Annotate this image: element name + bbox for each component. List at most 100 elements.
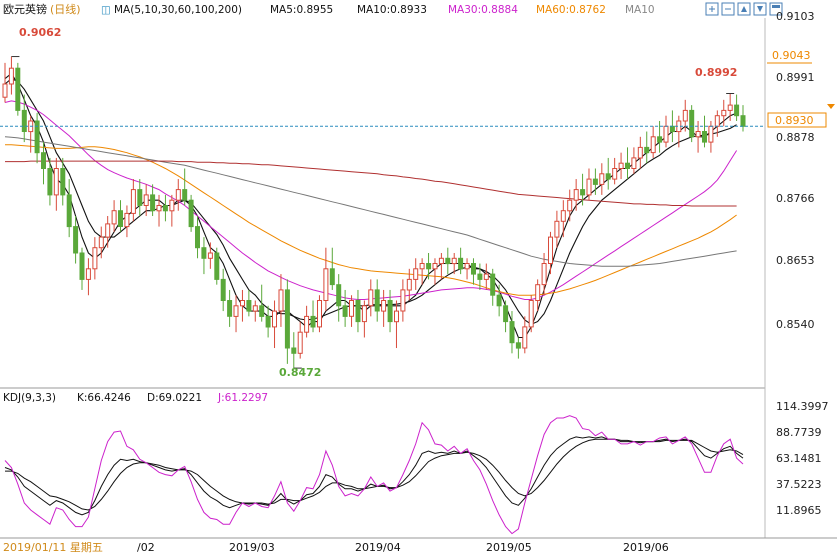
candle-body bbox=[496, 294, 502, 307]
candle-body bbox=[214, 252, 220, 280]
candle bbox=[708, 120, 714, 153]
kdj-lines bbox=[4, 415, 744, 535]
candle-body bbox=[605, 173, 611, 180]
candle-body bbox=[252, 305, 258, 312]
candle bbox=[471, 258, 476, 285]
candle-body bbox=[413, 268, 419, 280]
candle-body bbox=[631, 157, 637, 169]
candle-body bbox=[727, 104, 733, 111]
candle bbox=[169, 194, 175, 227]
candle-body bbox=[60, 168, 66, 196]
candle bbox=[419, 258, 425, 285]
candle bbox=[53, 157, 59, 211]
candle-body bbox=[387, 300, 393, 323]
candle-body bbox=[714, 115, 720, 127]
kdj-axis: 114.3997 88.7739 63.1481 37.5223 11.8965 bbox=[776, 400, 829, 517]
candle-body bbox=[721, 109, 727, 117]
candle-body bbox=[349, 300, 354, 317]
candle bbox=[580, 173, 586, 206]
zoom-out-icon[interactable] bbox=[721, 2, 735, 16]
kdj-tick: 114.3997 bbox=[776, 400, 829, 413]
current-price-marker: 0.8930 bbox=[767, 104, 835, 128]
candle-body bbox=[130, 189, 136, 214]
kdj-j-value: J:61.2297 bbox=[217, 392, 268, 404]
candle bbox=[727, 93, 733, 121]
candle bbox=[503, 300, 509, 333]
candle-body bbox=[490, 273, 496, 296]
candle bbox=[310, 300, 316, 333]
kdj-k-line bbox=[4, 436, 744, 516]
candle bbox=[220, 268, 226, 312]
candle bbox=[496, 284, 502, 317]
candle-body bbox=[195, 226, 200, 249]
candle-body bbox=[471, 263, 476, 275]
candle-body bbox=[169, 199, 175, 212]
candle bbox=[342, 289, 348, 327]
candle bbox=[663, 115, 669, 148]
candle bbox=[246, 289, 252, 317]
candle bbox=[21, 94, 27, 143]
candle-body bbox=[182, 189, 188, 201]
candle bbox=[2, 62, 8, 103]
candle bbox=[15, 62, 21, 116]
candle bbox=[92, 237, 98, 280]
recent-high-label: 0.8992 bbox=[695, 66, 737, 79]
candle bbox=[625, 147, 630, 180]
candle-body bbox=[47, 168, 53, 196]
candle bbox=[111, 200, 117, 232]
candle-body bbox=[207, 252, 213, 259]
zoom-in-icon[interactable] bbox=[705, 2, 719, 16]
arrow-down-icon[interactable] bbox=[753, 2, 767, 16]
candle-body bbox=[92, 247, 98, 270]
date-tick: 2019/04 bbox=[355, 541, 401, 554]
window-icon[interactable] bbox=[769, 2, 783, 16]
candle-body bbox=[426, 263, 432, 270]
candle bbox=[47, 157, 53, 206]
candle bbox=[66, 179, 72, 238]
candle bbox=[130, 179, 136, 222]
kdj-j-line bbox=[4, 415, 744, 535]
candle bbox=[336, 274, 342, 322]
candle-body bbox=[406, 278, 412, 291]
candle-body bbox=[137, 189, 143, 206]
candle-body bbox=[580, 189, 586, 196]
candle bbox=[252, 300, 258, 322]
candle bbox=[740, 105, 746, 132]
price-tick: 0.9103 bbox=[776, 10, 815, 23]
candle-body bbox=[329, 268, 335, 286]
candle-body bbox=[175, 189, 181, 201]
candle bbox=[207, 242, 213, 269]
candle-body bbox=[669, 125, 675, 133]
candle bbox=[278, 274, 284, 327]
candle bbox=[361, 300, 367, 338]
candle bbox=[445, 247, 451, 275]
candle bbox=[721, 99, 727, 127]
candle-body bbox=[644, 146, 650, 154]
candle-body bbox=[535, 284, 541, 302]
candle bbox=[304, 305, 310, 338]
ma-more-label: MA10 bbox=[625, 4, 655, 16]
candle-body bbox=[400, 289, 406, 312]
price-tick: 0.8766 bbox=[776, 192, 815, 205]
candle bbox=[734, 94, 740, 121]
candle bbox=[150, 184, 156, 217]
arrow-up-icon[interactable] bbox=[737, 2, 751, 16]
candle-body bbox=[548, 236, 553, 265]
candle-body bbox=[599, 173, 605, 185]
candle bbox=[464, 258, 470, 280]
candle-body bbox=[458, 257, 464, 270]
candle-body bbox=[188, 199, 194, 228]
candle-body bbox=[592, 178, 598, 185]
date-tick: 2019/03 bbox=[229, 541, 275, 554]
candle bbox=[227, 289, 233, 327]
candle-body bbox=[451, 257, 457, 265]
current-price-box bbox=[767, 112, 827, 128]
candle bbox=[195, 216, 200, 259]
candle bbox=[323, 247, 329, 312]
candle-body bbox=[650, 136, 656, 154]
candle-body bbox=[477, 273, 483, 280]
candle-body bbox=[438, 257, 444, 265]
ma-toggle-icon[interactable]: ◫ bbox=[101, 4, 111, 16]
candle bbox=[554, 210, 560, 248]
